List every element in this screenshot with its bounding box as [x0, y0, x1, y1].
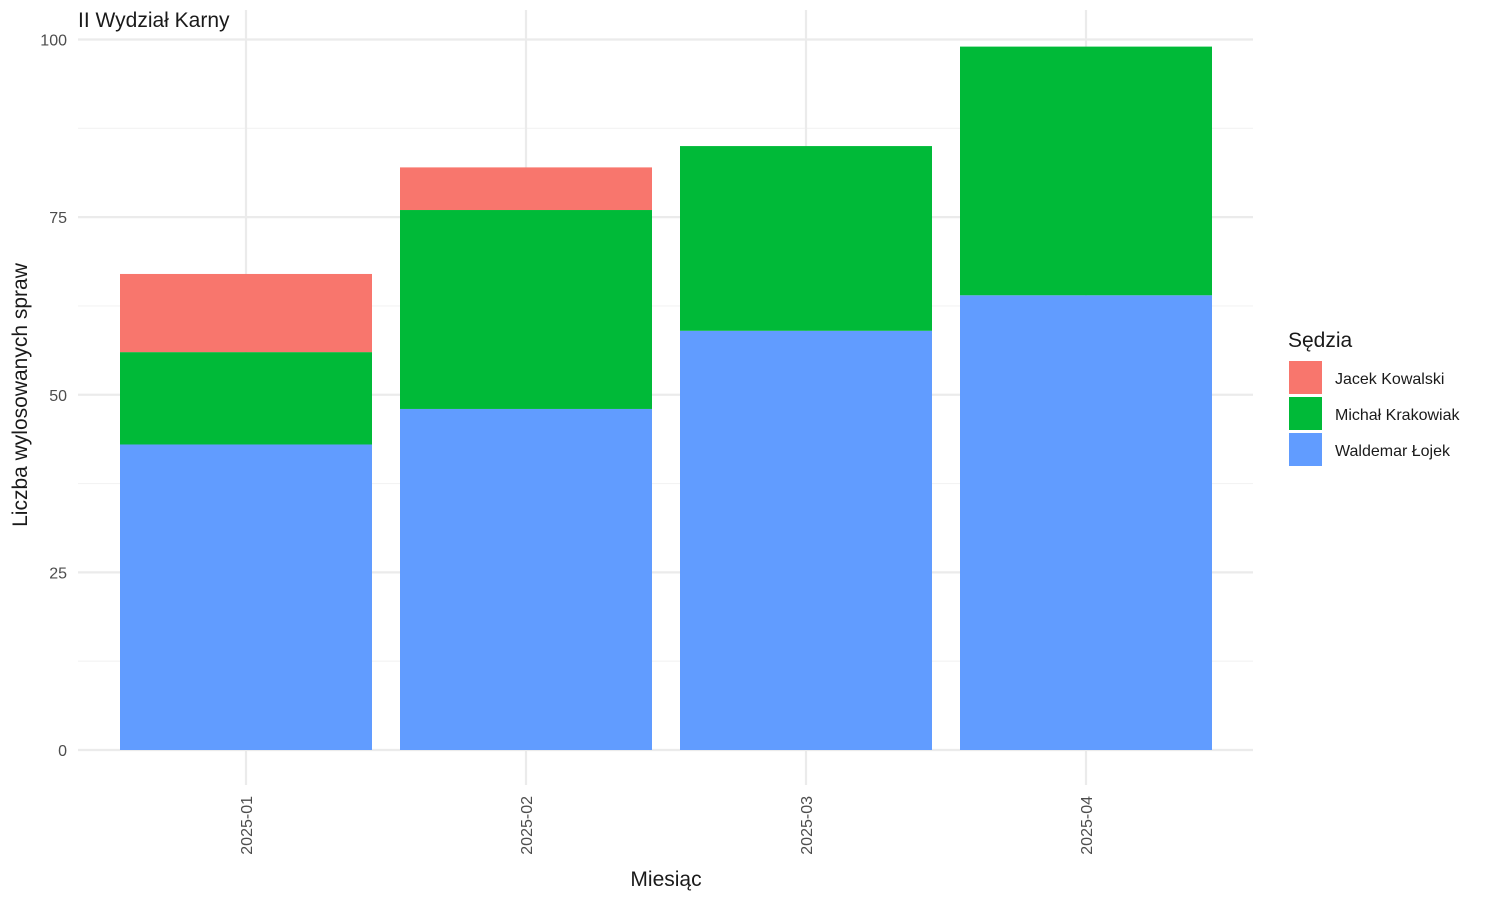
x-tick-label: 2025-03: [799, 796, 816, 855]
y-axis: 0 25 50 75 100: [40, 33, 67, 761]
legend: Sędzia Jacek Kowalski Michał Krakowiak Wal…: [1288, 329, 1460, 466]
y-tick-label: 50: [49, 388, 67, 405]
bar-segment: [400, 167, 652, 211]
y-tick-label: 0: [58, 743, 67, 760]
x-axis-title: Miesiąc: [630, 868, 701, 891]
x-tick-label: 2025-01: [239, 796, 256, 855]
legend-swatch: [1289, 397, 1322, 430]
legend-label: Waldemar Łojek: [1335, 443, 1451, 460]
bars: [120, 46, 1212, 750]
bar-segment: [120, 444, 372, 750]
y-tick-label: 75: [49, 210, 67, 227]
legend-label: Michał Krakowiak: [1335, 407, 1460, 424]
bar-segment: [680, 330, 932, 750]
legend-title: Sędzia: [1288, 329, 1353, 352]
legend-swatch: [1289, 433, 1322, 466]
bar-segment: [960, 46, 1212, 296]
x-tick-label: 2025-04: [1079, 796, 1096, 855]
bar-segment: [960, 295, 1212, 750]
bar-segment: [680, 146, 932, 331]
x-axis: 2025-01 2025-02 2025-03 2025-04: [239, 796, 1096, 855]
chart-title: II Wydział Karny: [78, 9, 230, 32]
y-tick-label: 25: [49, 565, 67, 582]
x-tick-label: 2025-02: [519, 796, 536, 855]
bar-segment: [120, 273, 372, 353]
bar-segment: [400, 408, 652, 750]
legend-label: Jacek Kowalski: [1335, 371, 1444, 388]
bar-segment: [400, 210, 652, 409]
bar-segment: [120, 352, 372, 445]
legend-swatch: [1289, 361, 1322, 394]
y-axis-title: Liczba wylosowanych spraw: [9, 262, 32, 527]
y-tick-label: 100: [40, 33, 67, 50]
